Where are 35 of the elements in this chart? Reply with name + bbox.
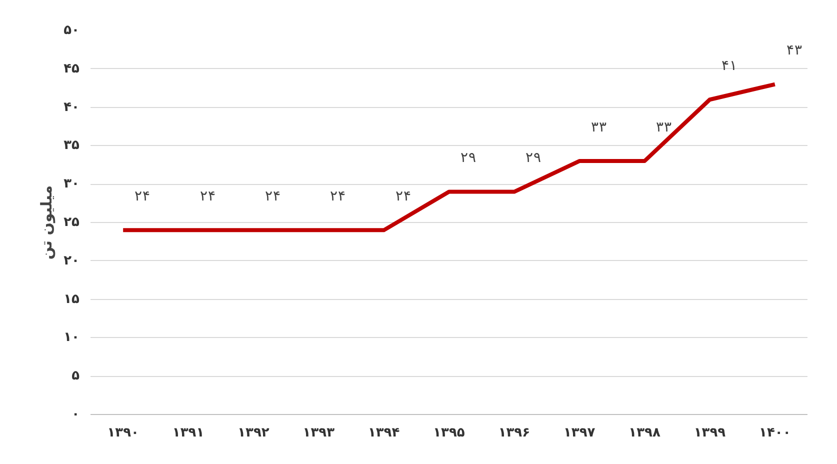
data-label: ۲۴ xyxy=(200,188,216,204)
x-tick-label: ۱۳۹۷ xyxy=(563,426,596,440)
x-tick-label: ۱۳۹۴ xyxy=(368,426,400,440)
y-tick-label: ۳۵ xyxy=(64,138,80,154)
y-axis-title: میلیون تن xyxy=(38,185,56,260)
y-tick-label: ۵ xyxy=(72,368,80,384)
y-tick-label: ۲۵ xyxy=(64,215,80,230)
x-tick-label: ۱۳۹۱ xyxy=(172,426,204,440)
data-label: ۴۱ xyxy=(721,57,738,74)
x-tick-label: ۱۳۹۵ xyxy=(433,426,465,440)
x-tick-label: ۱۳۹۶ xyxy=(498,426,530,440)
y-tick-label: ۱۰ xyxy=(64,330,80,346)
data-label: ۴۳ xyxy=(786,42,802,58)
y-tick-label: ۰ xyxy=(72,407,80,422)
data-label: ۲۹ xyxy=(526,149,542,166)
data-label: ۲۴ xyxy=(265,188,282,204)
line-series xyxy=(121,82,777,232)
y-tick-label: ۴۰ xyxy=(64,100,80,115)
data-label: ۲۴ xyxy=(395,188,412,204)
x-tick-label: ۱۳۹۲ xyxy=(238,426,270,440)
x-tick-label: ۱۳۹۸ xyxy=(628,426,660,440)
x-tick-label: ۱۳۹۰ xyxy=(107,426,139,440)
x-tick-label: ۱۳۹۹ xyxy=(694,426,726,440)
data-label: ۳۳ xyxy=(656,118,672,134)
y-tick-label: ۴۵ xyxy=(64,61,80,76)
y-tick-label: ۳۰ xyxy=(64,176,80,192)
data-label: ۲۴ xyxy=(134,188,151,204)
y-tick-label: ۱۵ xyxy=(64,292,80,307)
data-label: ۳۳ xyxy=(590,118,607,134)
x-tick-label: ۱۴۰۰ xyxy=(759,426,791,440)
data-label: ۲۴ xyxy=(330,188,346,204)
x-tick-label: ۱۳۹۳ xyxy=(302,426,335,440)
data-label: ۲۹ xyxy=(460,149,477,166)
y-tick-label: ۵۰ xyxy=(64,23,80,38)
y-tick-label: ۲۰ xyxy=(64,253,80,268)
